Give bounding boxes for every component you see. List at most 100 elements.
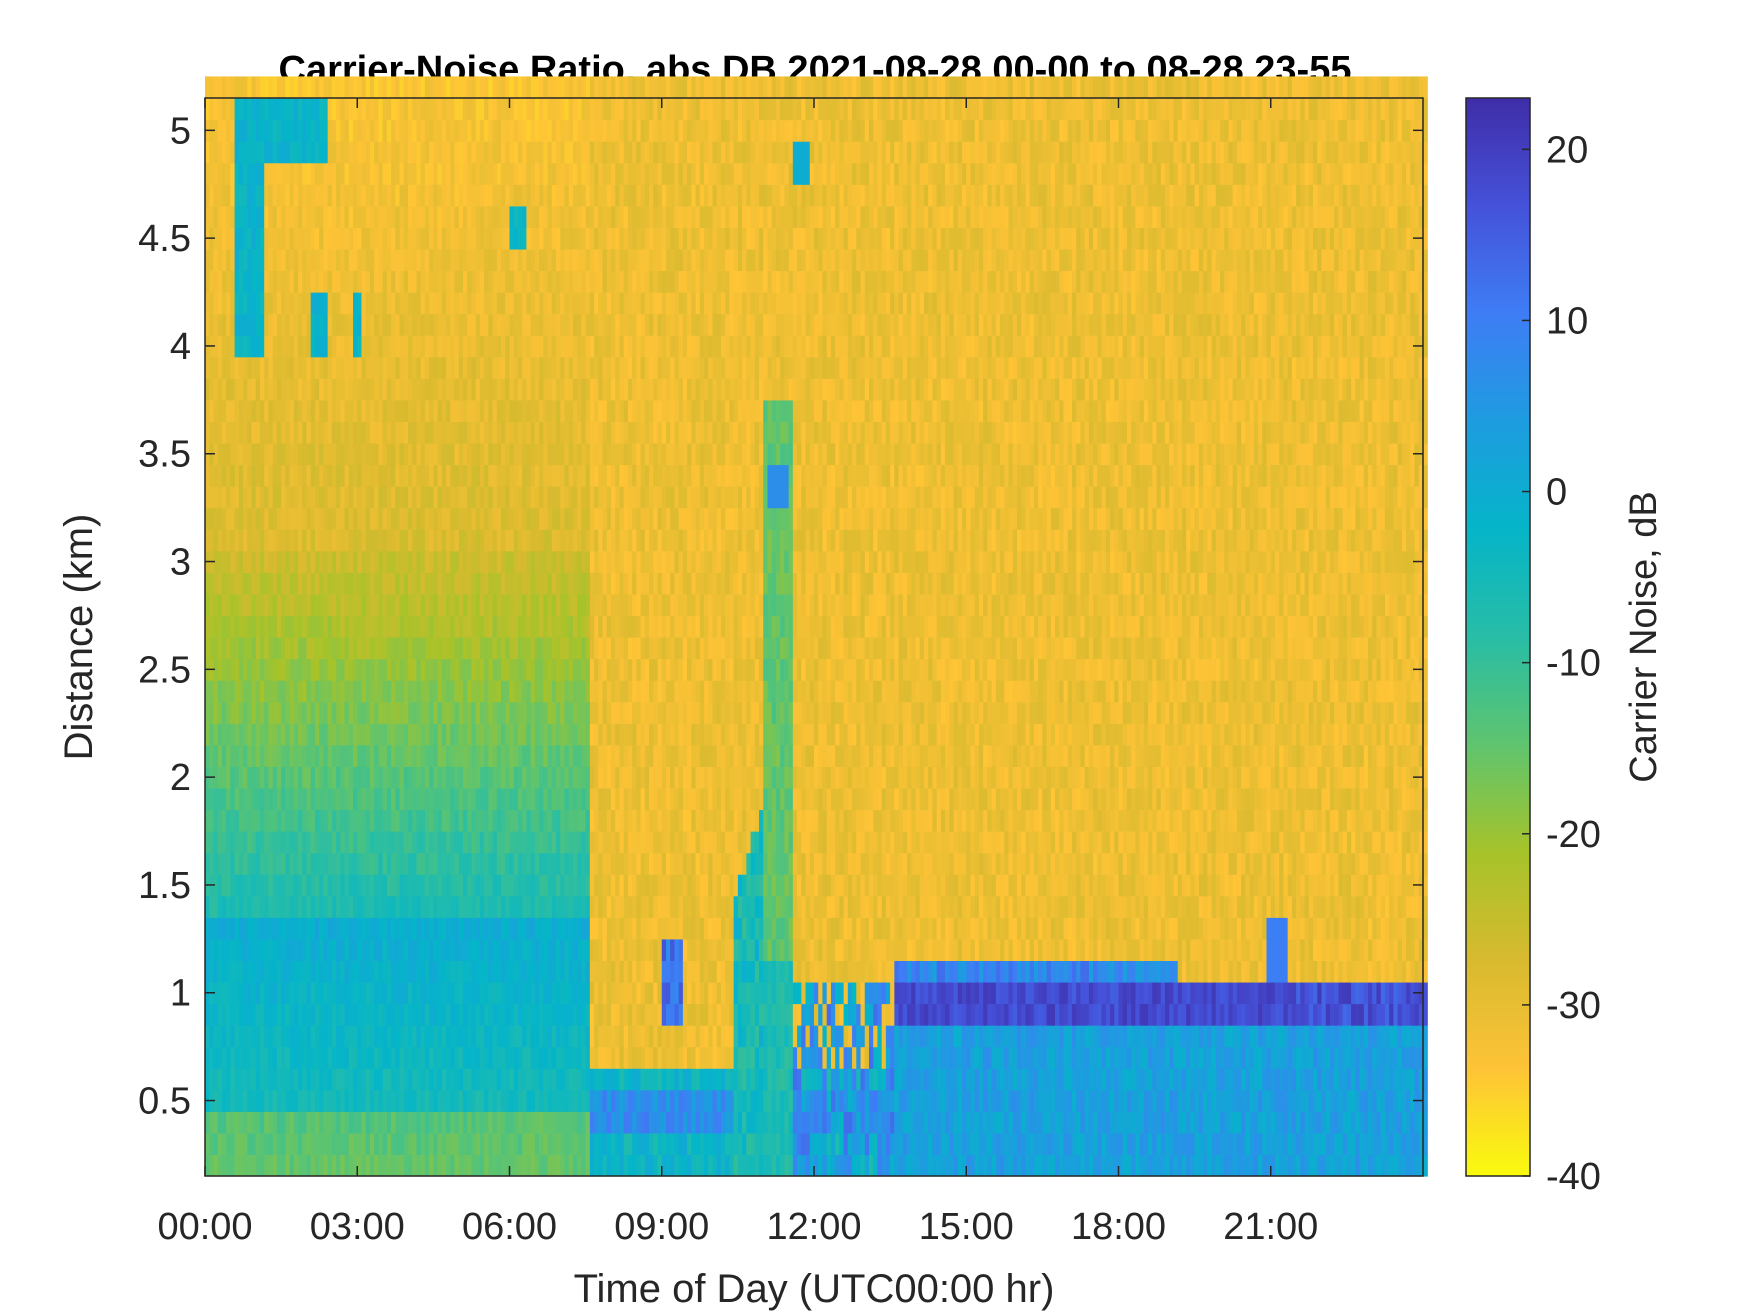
heatmap-cell — [298, 852, 303, 875]
heatmap-cell — [543, 917, 549, 940]
heatmap-cell — [217, 442, 223, 466]
heatmap-cell — [416, 938, 422, 961]
heatmap-cell — [281, 938, 286, 961]
heatmap-cell — [471, 981, 477, 1005]
heatmap-cell — [462, 356, 468, 379]
heatmap-cell — [547, 98, 553, 121]
heatmap-cell — [386, 917, 392, 940]
heatmap-cell — [226, 141, 231, 164]
heatmap-cell — [543, 637, 549, 660]
heatmap-cell — [556, 637, 561, 660]
heatmap-cell — [539, 1154, 544, 1177]
heatmap-cell — [391, 874, 396, 897]
heatmap-cell — [264, 76, 270, 99]
heatmap-cell — [526, 787, 532, 811]
heatmap-cell — [255, 723, 261, 746]
heatmap-cell — [259, 593, 265, 617]
heatmap-cell — [606, 1154, 612, 1177]
heatmap-cell — [289, 1068, 295, 1091]
heatmap-cell — [467, 227, 473, 250]
heatmap-cell — [310, 852, 316, 875]
heatmap-cell — [382, 658, 388, 681]
heatmap-cell — [243, 895, 248, 918]
heatmap-cell — [598, 335, 604, 358]
heatmap-cell — [539, 119, 544, 142]
heatmap-cell — [327, 981, 333, 1005]
heatmap-cell — [598, 895, 604, 918]
heatmap-cell — [496, 227, 502, 250]
heatmap-cell — [606, 292, 612, 315]
heatmap-cell — [238, 205, 244, 228]
heatmap-cell — [226, 550, 231, 573]
heatmap-cell — [577, 960, 582, 983]
heatmap-cell — [615, 141, 621, 164]
heatmap-cell — [594, 809, 599, 832]
heatmap-cell — [310, 658, 316, 681]
heatmap-cell — [589, 766, 595, 789]
heatmap-cell — [572, 248, 578, 272]
heatmap-cell — [526, 981, 532, 1005]
heatmap-cell — [606, 529, 612, 552]
heatmap-cell — [501, 442, 506, 466]
heatmap-cell — [403, 744, 409, 767]
heatmap-cell — [399, 421, 405, 444]
heatmap-cell — [475, 356, 481, 379]
heatmap-cell — [416, 1046, 422, 1069]
heatmap-cell — [268, 270, 274, 293]
heatmap-cell — [488, 658, 494, 681]
heatmap-cell — [589, 248, 595, 272]
heatmap-cell — [450, 1089, 456, 1112]
heatmap-cell — [403, 1003, 409, 1026]
heatmap-cell — [272, 1154, 278, 1177]
heatmap-cell — [386, 184, 392, 207]
heatmap-cell — [306, 680, 312, 703]
heatmap-cell — [602, 1089, 608, 1112]
heatmap-cell — [602, 680, 608, 703]
heatmap-cell — [543, 1111, 549, 1134]
heatmap-cell — [319, 486, 325, 509]
heatmap-cell — [556, 960, 561, 983]
heatmap-cell — [340, 787, 346, 811]
heatmap-cell — [589, 1111, 595, 1134]
heatmap-cell — [416, 1132, 422, 1156]
heatmap-cell — [369, 1154, 375, 1177]
heatmap-cell — [340, 831, 346, 854]
heatmap-cell — [441, 1046, 447, 1069]
heatmap-cell — [276, 874, 282, 897]
heatmap-cell — [289, 184, 295, 207]
heatmap-cell — [331, 141, 337, 164]
heatmap-cell — [247, 313, 253, 336]
heatmap-cell — [513, 98, 519, 121]
heatmap-cell — [302, 960, 308, 983]
heatmap-cell — [585, 356, 591, 379]
heatmap-cell — [221, 486, 227, 509]
heatmap-cell — [433, 701, 439, 724]
heatmap-cell — [209, 248, 215, 272]
heatmap-cell — [403, 184, 409, 207]
heatmap-cell — [484, 938, 489, 961]
heatmap-cell — [598, 1046, 604, 1069]
heatmap-cell — [365, 356, 371, 379]
heatmap-cell — [221, 141, 227, 164]
heatmap-cell — [259, 550, 265, 573]
heatmap-cell — [522, 335, 528, 358]
heatmap-cell — [471, 205, 477, 228]
heatmap-cell — [285, 701, 291, 724]
heatmap-cell — [589, 76, 595, 99]
heatmap-cell — [560, 442, 566, 466]
heatmap-cell — [403, 637, 409, 660]
heatmap-cell — [420, 313, 426, 336]
heatmap-cell — [395, 119, 401, 142]
heatmap-cell — [331, 464, 337, 487]
heatmap-cell — [572, 335, 578, 358]
heatmap-cell — [281, 895, 286, 918]
heatmap-cell — [369, 615, 375, 638]
heatmap-cell — [395, 184, 401, 207]
heatmap-cell — [539, 76, 544, 99]
heatmap-cell — [547, 917, 553, 940]
heatmap-cell — [568, 680, 574, 703]
heatmap-cell — [238, 1154, 244, 1177]
heatmap-cell — [340, 1154, 346, 1177]
heatmap-cell — [395, 593, 401, 617]
heatmap-cell — [399, 981, 405, 1005]
